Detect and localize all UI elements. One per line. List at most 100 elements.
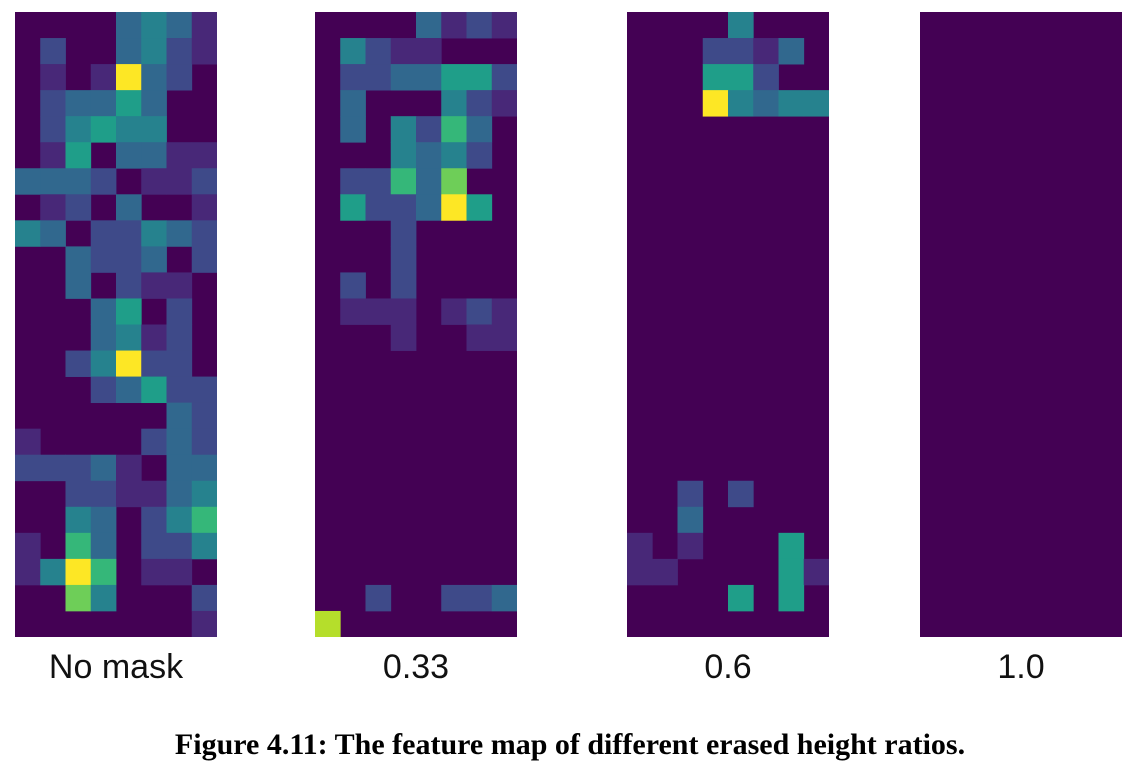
heatmap-cell — [702, 64, 729, 91]
heatmap-cell — [40, 90, 66, 117]
heatmap-cell — [191, 428, 217, 456]
heatmap-cell — [166, 428, 193, 456]
heatmap-cell — [116, 324, 142, 351]
heatmap-cell — [141, 116, 167, 143]
heatmap-cell — [652, 558, 678, 586]
heatmap-cell — [677, 506, 704, 534]
heatmap-cell — [166, 272, 193, 299]
heatmap-cell — [416, 38, 442, 65]
heatmap-cell — [753, 38, 779, 65]
panel-label-1.0: 1.0 — [997, 648, 1045, 686]
heatmap-cell — [340, 116, 366, 143]
heatmap-cell — [441, 298, 467, 325]
heatmap-cell — [116, 142, 142, 169]
heatmap-cell — [191, 246, 217, 273]
heatmap-cell — [778, 38, 805, 65]
heatmap-cell — [116, 272, 142, 299]
heatmap-cell — [728, 12, 754, 39]
heatmap-cell — [416, 64, 442, 91]
heatmap-cell — [778, 90, 805, 117]
heatmap-svg — [315, 12, 517, 637]
heatmap-cell — [191, 168, 217, 195]
heatmap-cell — [702, 38, 729, 65]
heatmap-cell — [90, 558, 117, 586]
heatmap-cell — [141, 220, 167, 247]
heatmap-cell — [315, 610, 341, 637]
heatmap-cell — [166, 454, 193, 482]
figure-caption: Figure 4.11: The feature map of differen… — [174, 728, 966, 761]
heatmap-cell — [390, 324, 417, 351]
heatmap-cell — [753, 90, 779, 117]
heatmap-cell — [65, 558, 92, 586]
heatmap-cell — [466, 324, 493, 351]
heatmap-cell — [191, 376, 217, 404]
heatmap-cell — [753, 64, 779, 91]
heatmap-cell — [702, 90, 729, 117]
heatmap-cell — [116, 350, 142, 377]
heatmap-cell — [166, 38, 193, 65]
heatmap-cell — [191, 194, 217, 221]
heatmap-cell — [141, 350, 167, 377]
heatmap-cell — [116, 38, 142, 65]
heatmap-cell — [466, 194, 493, 221]
heatmap-cell — [340, 194, 366, 221]
heatmap-cell — [40, 454, 66, 482]
heatmap-cell — [390, 298, 417, 325]
heatmap-cell — [141, 12, 167, 39]
heatmap-cell — [365, 584, 392, 612]
heatmap-cell — [65, 272, 92, 299]
heatmap-cell — [141, 428, 167, 456]
heatmap-cell — [141, 506, 167, 534]
heatmap-cell — [191, 12, 217, 39]
heatmap-cell — [390, 272, 417, 299]
heatmap-cell — [441, 168, 467, 195]
heatmap-cell — [365, 38, 392, 65]
heatmap-cell — [90, 584, 117, 612]
heatmap-cell — [90, 532, 117, 560]
heatmap-cell — [166, 142, 193, 169]
heatmap-cell — [491, 90, 517, 117]
heatmap-cell — [90, 506, 117, 534]
heatmap-cell — [40, 116, 66, 143]
heatmap-cell — [166, 558, 193, 586]
heatmap-cell — [15, 168, 41, 195]
heatmap-cell — [441, 116, 467, 143]
heatmap-cell — [441, 90, 467, 117]
heatmap-cell — [141, 376, 167, 404]
heatmap-cell — [166, 64, 193, 91]
heatmap-cell — [116, 246, 142, 273]
heatmap-cell — [116, 12, 142, 39]
heatmap-cell — [390, 116, 417, 143]
heatmap-cell — [340, 38, 366, 65]
heatmap-cell — [90, 376, 117, 404]
heatmap-cell — [728, 480, 754, 508]
heatmap-cell — [340, 90, 366, 117]
heatmap-cell — [141, 246, 167, 273]
heatmap-cell — [65, 90, 92, 117]
heatmap-cell — [365, 194, 392, 221]
heatmap-cell — [466, 64, 493, 91]
heatmap-cell — [65, 480, 92, 508]
heatmap-cell — [116, 116, 142, 143]
heatmap-cell — [191, 610, 217, 637]
heatmap-cell — [65, 142, 92, 169]
heatmap-cell — [65, 350, 92, 377]
heatmap-cell — [441, 64, 467, 91]
heatmap-cell — [166, 220, 193, 247]
heatmap-cell — [416, 142, 442, 169]
heatmap-cell — [166, 376, 193, 404]
heatmap-cell — [166, 402, 193, 430]
feature-map-panel-no-mask — [15, 12, 217, 637]
heatmap-cell — [116, 90, 142, 117]
heatmap-cell — [491, 12, 517, 39]
heatmap-svg — [920, 12, 1122, 637]
heatmap-cell — [441, 194, 467, 221]
heatmap-cell — [166, 12, 193, 39]
heatmap-cell — [90, 90, 117, 117]
heatmap-cell — [803, 558, 829, 586]
heatmap-cell — [466, 298, 493, 325]
heatmap-cell — [803, 90, 829, 117]
heatmap-cell — [15, 428, 41, 456]
heatmap-cell — [116, 298, 142, 325]
heatmap-cell — [40, 168, 66, 195]
